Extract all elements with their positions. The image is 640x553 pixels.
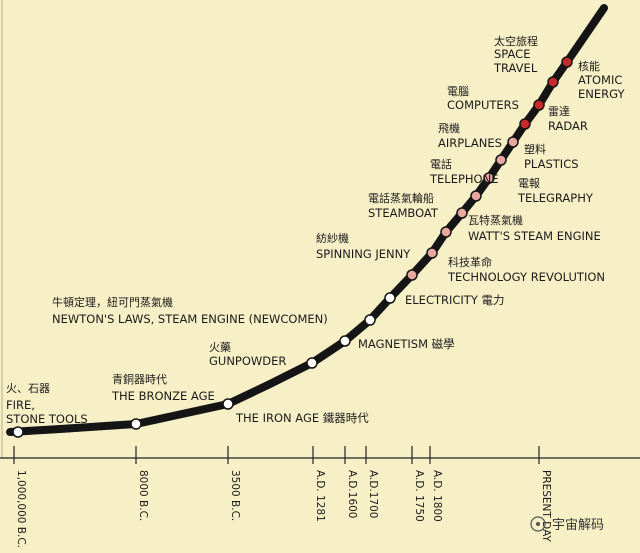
milestone-dot <box>440 226 452 238</box>
milestone-labels: 火、石器 FIRE,STONE TOOLS 青銅器時代 THE BRONZE AGE T… <box>6 34 625 426</box>
milestone-dot <box>470 190 482 202</box>
milestone-label-en: MAGNETISM 磁學 <box>358 337 455 351</box>
watermark-text: 宇宙解码 <box>552 518 604 533</box>
milestone-dot <box>507 136 519 148</box>
milestone-label-zh: 火藥 <box>209 341 231 354</box>
watermark-icon-dot <box>536 522 540 526</box>
milestone-dot <box>364 314 376 326</box>
milestone-label-zh: 青銅器時代 <box>112 372 167 386</box>
milestone-label-zh: 瓦特蒸氣機 <box>468 213 523 227</box>
milestone-label-en: ELECTRICITY 電力 <box>405 293 505 307</box>
milestone-dot <box>406 269 418 281</box>
milestone-label-en: TELEPHONE <box>429 172 498 186</box>
milestone-label-en: COMPUTERS <box>447 98 519 112</box>
milestone-label-zh: 飛機 <box>438 121 460 135</box>
milestone-label-zh: 雷達 <box>548 105 570 118</box>
milestone-label-en: TECHNOLOGY REVOLUTION <box>447 270 605 284</box>
milestone-label-zh: 電話 <box>430 157 452 171</box>
milestone-dot <box>547 76 559 88</box>
milestone-label-en: NEWTON'S LAWS, STEAM ENGINE (NEWCOMEN) <box>52 312 328 326</box>
milestone-dot <box>533 99 545 111</box>
time-axis-ticks: 1,000,000 B.C. 8000 B.C. 3500 B.C. A.D. 128… <box>13 446 552 548</box>
milestone-label-en: STEAMBOAT <box>368 206 439 220</box>
milestone-label-zh: 核能 <box>578 59 600 73</box>
milestone-label-zh: 電報 <box>518 177 540 190</box>
milestone-dot <box>519 118 531 130</box>
milestone-dot <box>12 426 24 438</box>
milestone-dot <box>483 172 495 184</box>
milestone-label-en: SPACE <box>494 47 530 61</box>
milestone-label-en: FIRE, <box>6 398 35 412</box>
milestone-label-en: ATOMIC <box>578 73 622 87</box>
milestone-label-en: TELEGRAPHY <box>517 191 594 205</box>
milestone-label-zh: 電話蒸氣輪船 <box>368 191 434 205</box>
milestone-label-en: SPINNING JENNY <box>316 247 411 261</box>
milestone-dot <box>456 207 468 219</box>
milestone-label-zh: 太空旅程 <box>494 34 538 48</box>
time-tick-label: PRESENT DAY <box>540 470 552 542</box>
milestone-label-en: THE IRON AGE 鐵器時代 <box>235 411 369 425</box>
milestone-label-en: RADAR <box>548 119 588 133</box>
milestone-label-zh: 電腦 <box>447 84 469 98</box>
milestone-dot <box>495 154 507 166</box>
milestone-dots <box>12 56 573 438</box>
milestone-dot <box>426 247 438 259</box>
time-tick-label: A.D.1600 <box>346 470 358 518</box>
watermark: 宇宙解码 <box>530 516 604 533</box>
time-tick-label: A.D.1700 <box>367 470 379 518</box>
growth-curve <box>6 4 608 436</box>
milestone-label-zh: 紡紗機 <box>316 231 349 245</box>
time-tick-label: A.D. 1750 <box>413 470 425 522</box>
milestone-label-en: PLASTICS <box>524 157 579 171</box>
milestone-dot <box>306 357 318 369</box>
milestone-dot <box>561 56 573 68</box>
milestone-label-en: GUNPOWDER <box>209 354 286 368</box>
milestone-label-zh: 火、石器 <box>6 382 50 395</box>
milestone-label-en: THE BRONZE AGE <box>111 389 215 403</box>
milestone-label-en: AIRPLANES <box>438 136 502 150</box>
milestone-label-en: WATT'S STEAM ENGINE <box>468 229 601 243</box>
milestone-label-zh: 牛頓定理，紐可門蒸氣機 <box>52 295 173 309</box>
milestone-dot <box>130 418 142 430</box>
milestone-label-en: STONE TOOLS <box>6 412 88 426</box>
milestone-dot <box>384 292 396 304</box>
time-tick-label: 1,000,000 B.C. <box>15 470 27 548</box>
time-tick-label: A.D. 1800 <box>431 470 443 522</box>
milestone-label-en: ENERGY <box>578 87 625 101</box>
watermark-icon <box>530 516 546 532</box>
time-tick-label: 8000 B.C. <box>137 470 149 521</box>
milestone-label-zh: 科技革命 <box>448 255 492 269</box>
time-tick-label: A.D. 1281 <box>314 470 326 522</box>
milestone-label-zh: 塑料 <box>524 142 546 156</box>
milestone-label-en: TRAVEL <box>493 61 538 75</box>
milestone-dot <box>222 398 234 410</box>
milestone-dot <box>339 335 351 347</box>
time-tick-label: 3500 B.C. <box>229 470 241 521</box>
